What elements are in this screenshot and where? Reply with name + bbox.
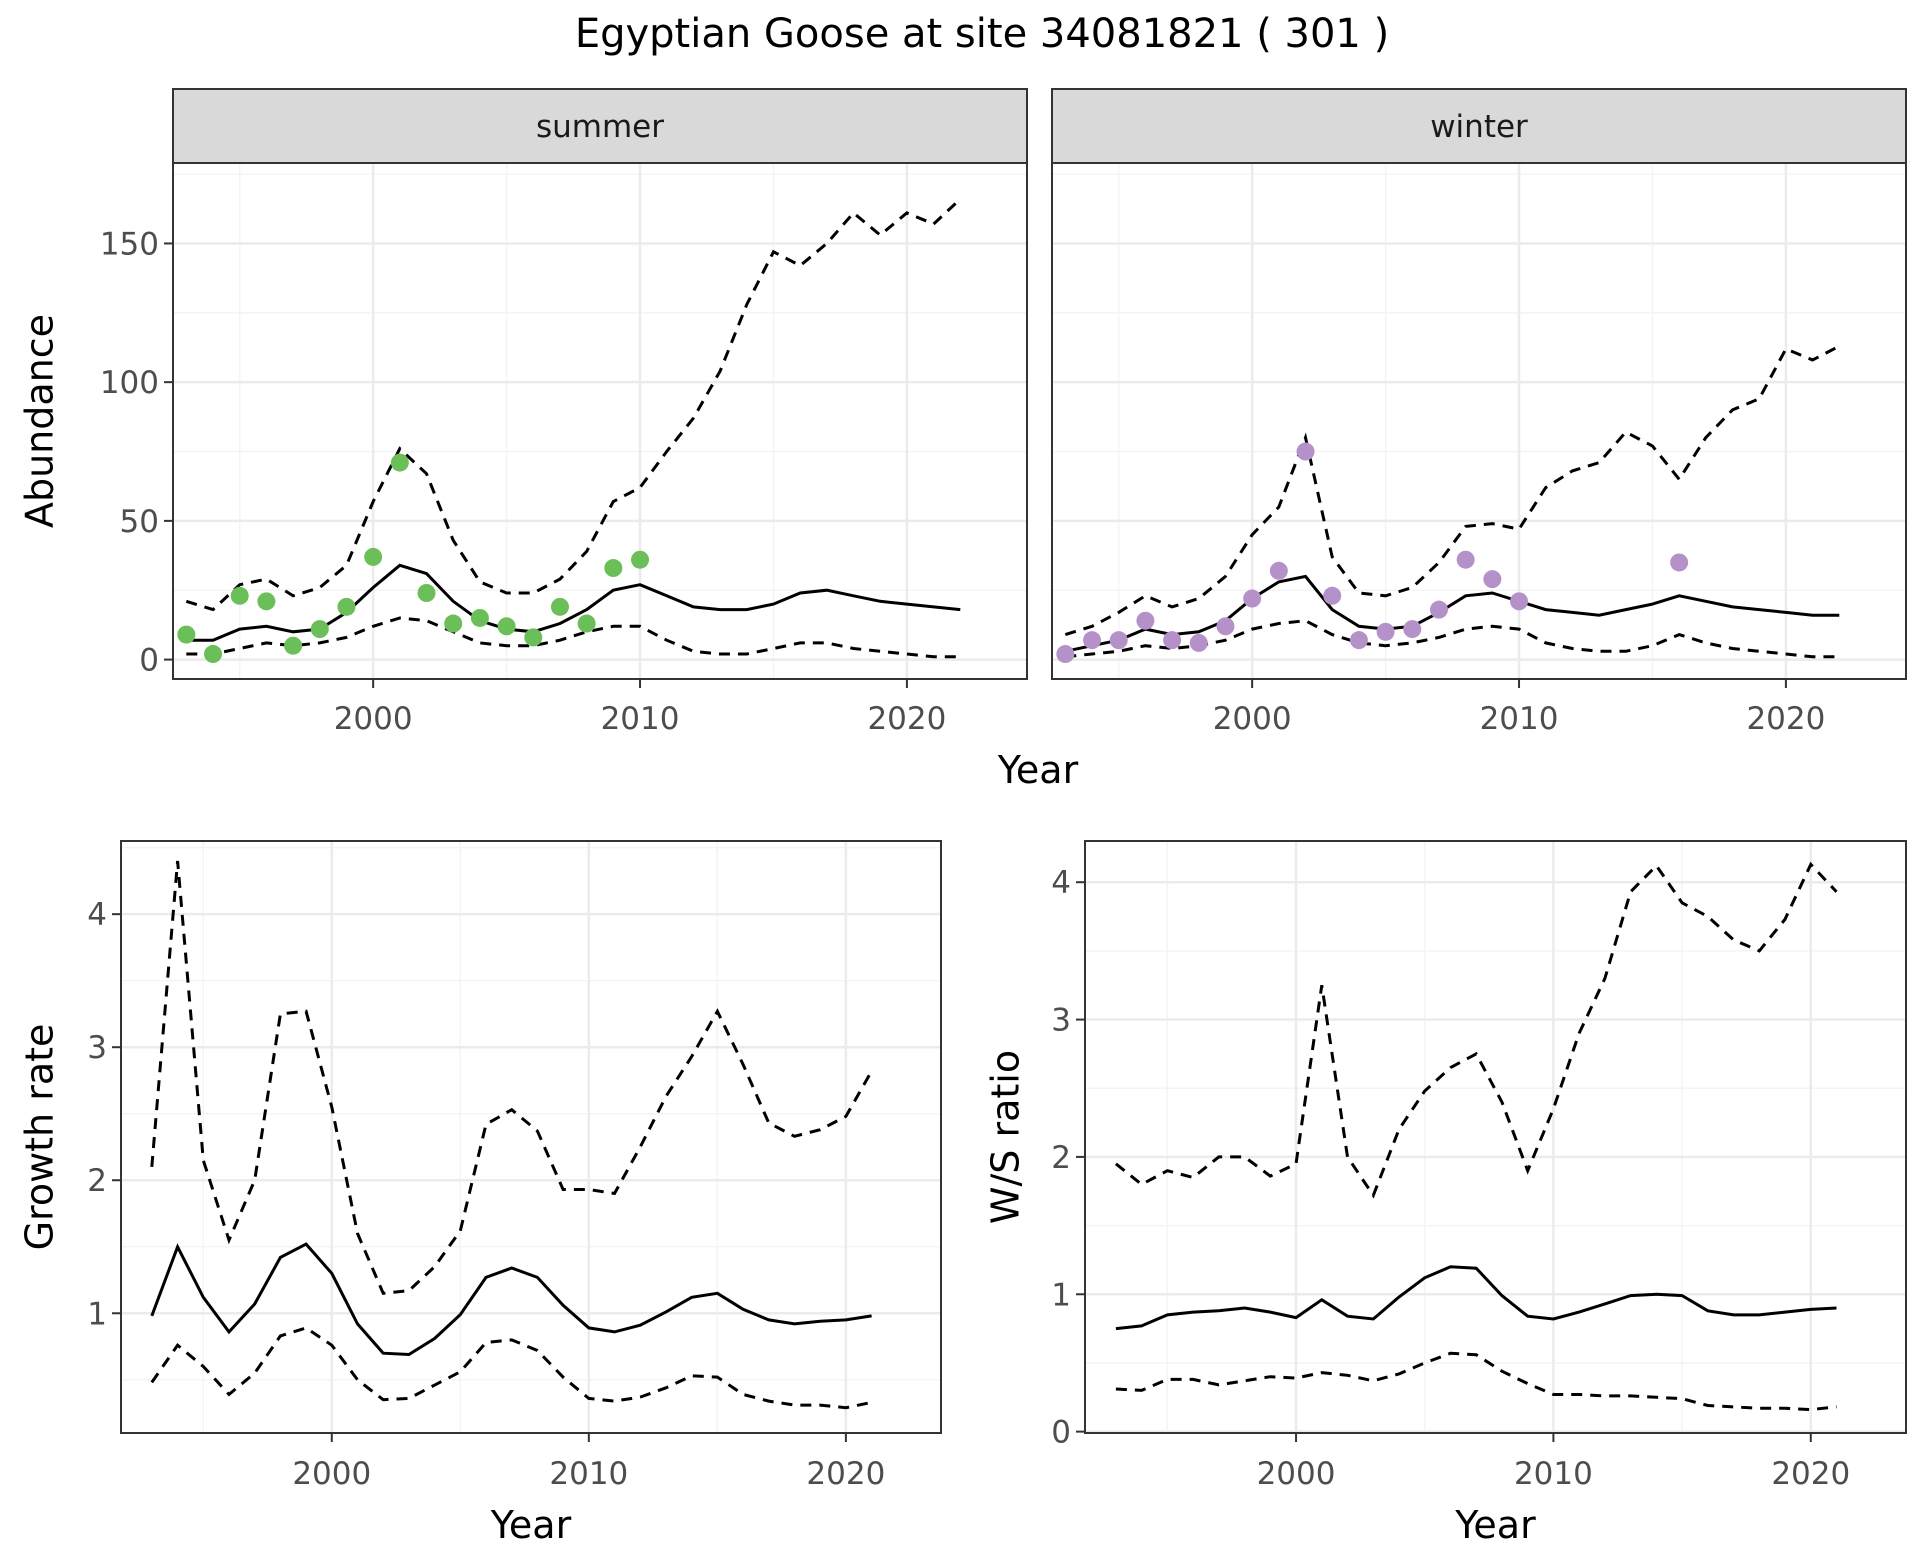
y-tick-label: 3 — [87, 1030, 107, 1066]
data-point — [284, 636, 303, 655]
x-tick-label: 2010 — [1480, 701, 1559, 737]
data-point — [390, 453, 409, 472]
x-axis-title: Year — [1454, 1503, 1536, 1547]
y-tick-label: 150 — [100, 226, 159, 262]
x-tick-label: 2000 — [292, 1456, 371, 1492]
data-point — [364, 547, 383, 566]
data-point — [1136, 611, 1155, 630]
data-point — [1163, 631, 1182, 650]
data-point — [1083, 631, 1102, 650]
data-point — [1056, 645, 1075, 664]
y-tick-label: 1 — [87, 1296, 107, 1332]
data-point — [1456, 550, 1475, 569]
x-tick-label: 2000 — [1213, 701, 1292, 737]
y-tick-label: 100 — [100, 365, 159, 401]
x-tick-label: 2020 — [867, 701, 946, 737]
y-tick-label: 0 — [1051, 1415, 1071, 1451]
y-axis-title: Abundance — [18, 314, 62, 528]
data-point — [1216, 617, 1235, 636]
panel-border — [1084, 840, 1907, 1434]
data-point — [1243, 589, 1262, 608]
series-line-upper — [1064, 344, 1840, 637]
data-point — [177, 625, 196, 644]
data-point — [631, 550, 650, 569]
y-tick-label: 4 — [87, 897, 107, 933]
data-point — [1109, 631, 1128, 650]
x-tick-label: 2020 — [1771, 1456, 1850, 1492]
facet-strip — [1051, 88, 1907, 164]
x-tick-label: 2000 — [1257, 1456, 1336, 1492]
data-point — [1349, 631, 1368, 650]
plot-background — [1085, 841, 1906, 1433]
data-point — [1189, 633, 1208, 652]
series-line-upper — [150, 860, 873, 1295]
series-line-upper — [1114, 861, 1838, 1199]
data-point — [337, 597, 356, 616]
facet-strip — [172, 88, 1028, 164]
y-tick-label: 4 — [1051, 865, 1071, 901]
y-tick-label: 1 — [1051, 1277, 1071, 1313]
series-line-lower — [1115, 1351, 1837, 1412]
data-point — [204, 645, 223, 664]
panel-winter: winter 2000 2010 2020 — [1051, 88, 1907, 737]
y-tick-label: 2 — [1051, 1140, 1071, 1176]
x-tick-label: 2020 — [806, 1456, 885, 1492]
data-point — [230, 586, 249, 605]
plot-background — [1052, 163, 1906, 679]
data-point — [1269, 561, 1288, 580]
series-line-estimate — [1064, 574, 1840, 653]
facet-strip-label: winter — [1430, 109, 1528, 145]
panel-ws-ratio: 2000 2010 2020 0 1 2 3 4 W/S ratio Year — [984, 840, 1907, 1547]
data-point — [604, 559, 623, 578]
data-point — [524, 628, 543, 647]
plot-background — [121, 841, 941, 1433]
data-point — [1510, 592, 1529, 611]
panel-border — [120, 840, 942, 1434]
series-line-estimate — [1115, 1265, 1837, 1331]
data-point — [1323, 586, 1342, 605]
facet-strip-label: summer — [536, 109, 664, 145]
y-tick-label: 3 — [1051, 1003, 1071, 1039]
data-point — [1483, 570, 1502, 589]
series-line-upper — [185, 198, 962, 612]
x-axis-title: Year — [490, 1503, 572, 1547]
y-axis-title: Growth rate — [18, 1024, 62, 1251]
y-tick-label: 0 — [139, 643, 159, 679]
y-axis-title: W/S ratio — [984, 1050, 1028, 1224]
plot-background — [173, 163, 1027, 679]
data-point — [577, 614, 596, 633]
x-tick-label: 2020 — [1746, 701, 1825, 737]
panel-growth-rate: 2000 2010 2020 1 2 3 4 Growth rate Year — [18, 840, 942, 1547]
data-point — [1429, 600, 1448, 619]
data-point — [550, 597, 569, 616]
abundance-x-axis-title: Year — [997, 748, 1079, 792]
data-point — [470, 608, 489, 627]
y-tick-label: 2 — [87, 1163, 107, 1199]
x-tick-label: 2000 — [334, 701, 413, 737]
data-point — [257, 592, 276, 611]
x-tick-label: 2010 — [549, 1456, 628, 1492]
data-point — [310, 620, 329, 639]
x-tick-label: 2010 — [601, 701, 680, 737]
y-tick-label: 50 — [120, 504, 159, 540]
data-point — [1296, 442, 1315, 461]
data-point — [417, 584, 436, 602]
data-point — [1376, 622, 1395, 641]
x-tick-label: 2010 — [1514, 1456, 1593, 1492]
data-point — [444, 614, 463, 633]
data-point — [1403, 620, 1422, 639]
series-line-lower — [150, 1326, 872, 1410]
data-point — [497, 617, 516, 636]
figure-title: Egyptian Goose at site 34081821 ( 301 ) — [575, 11, 1389, 57]
series-line-estimate — [150, 1242, 872, 1357]
panel-summer: summer 2000 2010 2020 0 50 100 150 Abundance — [18, 88, 1028, 737]
data-point — [1670, 553, 1689, 572]
